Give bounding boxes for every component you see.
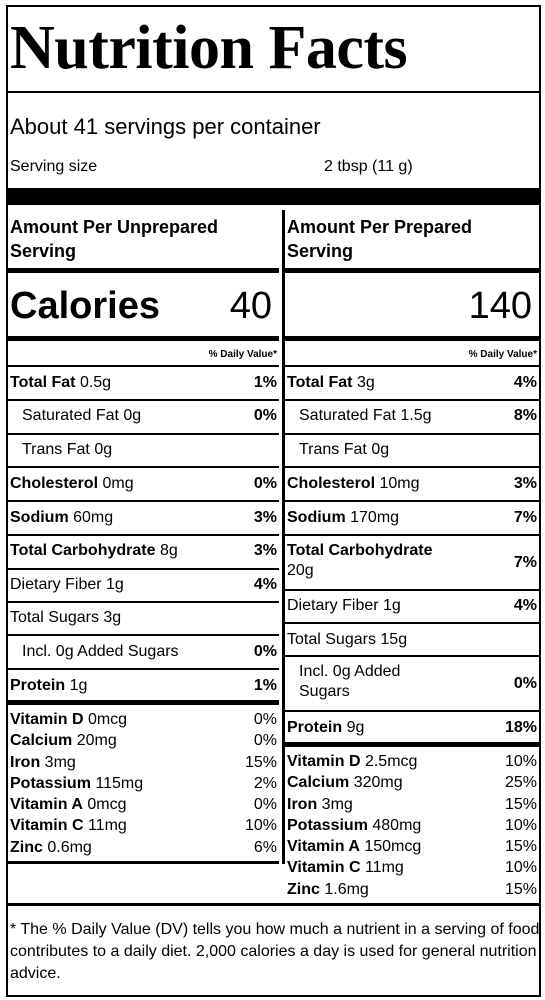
divider: [8, 861, 279, 864]
serving-size-label: Serving size: [10, 158, 98, 175]
column-divider: [282, 210, 285, 864]
divider: [8, 700, 279, 705]
vitamin-list: Vitamin D 0mcg 0% Calcium 20mg 0% Iron 3mg…: [10, 711, 277, 856]
footnote: * The % Daily Value (DV) tells you how m…: [10, 921, 540, 982]
divider: [8, 336, 279, 341]
unprepared-column: Amount Per Unprepared Serving Calories 4…: [8, 210, 279, 875]
divider: [285, 742, 539, 747]
prepared-column: Amount Per Prepared Serving 140 % Daily …: [285, 210, 539, 898]
divider: [285, 268, 539, 273]
vitamin-list: Vitamin D 2.5mcg 10% Calcium 320mg 25% Iro…: [287, 753, 537, 898]
servings-per-container: About 41 servings per container: [10, 114, 321, 139]
unprepared-header: Amount Per Unprepared Serving: [10, 217, 219, 261]
divider: [8, 268, 279, 273]
serving-size-value: 2 tbsp (11 g): [324, 158, 413, 175]
nutrition-label: Nutrition Facts About 41 servings per co…: [6, 5, 541, 997]
daily-value-header: % Daily Value*: [208, 349, 277, 360]
divider: [8, 91, 539, 93]
nutrient-row: Total Carbohydrate 20g 7%: [287, 542, 537, 579]
nutrient-row: Incl. 0g Added Sugars 0%: [299, 663, 537, 700]
divider: [285, 336, 539, 341]
label-title: Nutrition Facts: [10, 14, 408, 82]
divider: [8, 903, 539, 906]
prepared-header: Amount Per Prepared Serving: [287, 217, 473, 261]
calories-value: 140: [468, 285, 532, 327]
calories-value: 40: [229, 285, 272, 327]
calories-label: Calories: [10, 285, 160, 327]
daily-value-header: % Daily Value*: [468, 349, 537, 360]
thick-divider: [8, 188, 539, 205]
